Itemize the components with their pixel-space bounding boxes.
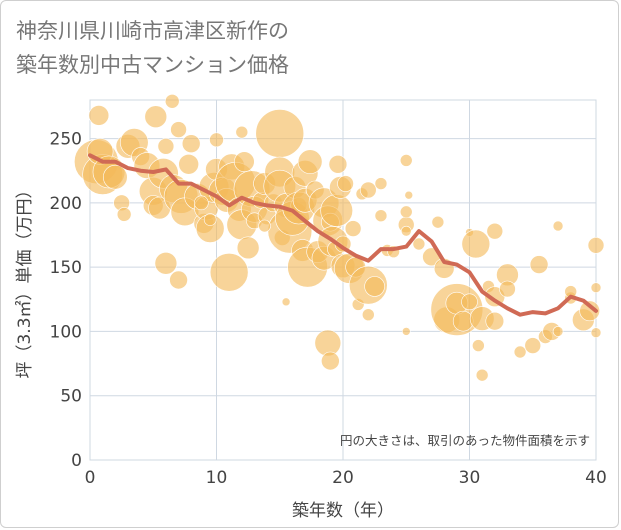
- x-tick-label: 30: [459, 468, 481, 488]
- bubble-point: [404, 190, 414, 200]
- bubble-point: [236, 236, 260, 260]
- bubble-point: [579, 300, 600, 322]
- x-tick-label: 20: [332, 468, 354, 488]
- y-tick-label: 0: [71, 451, 82, 471]
- bubble-point: [513, 345, 527, 359]
- y-tick-label: 150: [50, 258, 82, 278]
- chart-title-line-1: 神奈川県川崎市高津区新作の: [16, 19, 289, 43]
- bubble-point: [529, 255, 549, 274]
- bubble-point: [234, 151, 255, 173]
- bubble-point: [461, 293, 478, 311]
- bubble-point: [400, 225, 412, 237]
- bubble-point: [209, 252, 249, 292]
- bubble-point: [337, 175, 354, 192]
- bubble-point: [194, 195, 209, 211]
- bubble-point: [258, 219, 271, 233]
- x-tick-label: 10: [206, 468, 228, 488]
- bubble-point: [524, 337, 542, 354]
- bubble-point: [281, 297, 291, 307]
- bubble-point: [590, 282, 602, 294]
- bubble-point: [485, 311, 505, 331]
- bubble-point: [486, 222, 504, 240]
- bubble-point: [144, 105, 168, 129]
- bubble-point: [412, 237, 426, 251]
- trend-series: [88, 153, 598, 317]
- chart-title-line-2: 築年数別中古マンション価格: [16, 53, 289, 77]
- bubble-point: [359, 181, 377, 199]
- bubble-point: [203, 213, 217, 226]
- bubble-point: [461, 229, 491, 259]
- bubble-point: [431, 215, 445, 229]
- x-tick-label: 40: [585, 468, 607, 488]
- bubble-point: [157, 137, 175, 155]
- size-annotation: 円の大きさは、取引のあった物件面積を示す: [340, 433, 590, 448]
- bubble-point: [169, 270, 188, 290]
- chart-title: 神奈川県川崎市高津区新作の 築年数別中古マンション価格: [16, 14, 606, 82]
- bubble-point: [181, 134, 201, 154]
- y-axis-label: 坪（3.3㎡）単価（万円）: [15, 181, 35, 378]
- bubble-point: [255, 109, 305, 158]
- bubble-point: [297, 149, 323, 175]
- bubble-point: [88, 105, 110, 126]
- bubble-point: [475, 368, 489, 382]
- bubble-point: [235, 125, 249, 139]
- bubble-point: [364, 276, 385, 297]
- x-axis-label: 築年数（年）: [292, 501, 394, 521]
- bubble-point: [328, 154, 348, 174]
- bubble-point: [399, 154, 413, 167]
- bubble-point: [590, 327, 602, 339]
- bubble-point: [374, 209, 388, 223]
- bubble-point: [154, 251, 178, 275]
- bubble-point: [321, 351, 340, 371]
- y-tick-label: 100: [50, 322, 82, 342]
- x-tick-label: 0: [85, 468, 96, 488]
- y-tick-label: 200: [50, 194, 82, 214]
- bubble-point: [178, 153, 199, 175]
- bubble-point: [374, 177, 388, 190]
- bubble-series: [74, 93, 605, 382]
- bubble-point: [499, 280, 516, 298]
- bubble-point: [103, 164, 128, 190]
- y-tick-label: 250: [50, 130, 82, 150]
- bubble-point: [587, 236, 605, 254]
- bubble-point: [361, 308, 375, 322]
- bubble-point: [401, 327, 411, 336]
- bubble-point: [116, 207, 132, 222]
- y-tick-label: 50: [60, 387, 82, 407]
- trend-line: [88, 153, 598, 317]
- bubble-point: [552, 326, 564, 337]
- bubble-point: [472, 339, 485, 352]
- bubble-point: [170, 121, 187, 138]
- bubble-point: [399, 205, 413, 219]
- bubble-point: [209, 132, 224, 148]
- bubble-point: [344, 220, 362, 237]
- bubble-point: [552, 220, 564, 232]
- bubble-point: [320, 194, 353, 227]
- bubble-point: [164, 93, 180, 109]
- axes: 0 50 100 150 200 250 0 10 20 30 40: [50, 130, 607, 488]
